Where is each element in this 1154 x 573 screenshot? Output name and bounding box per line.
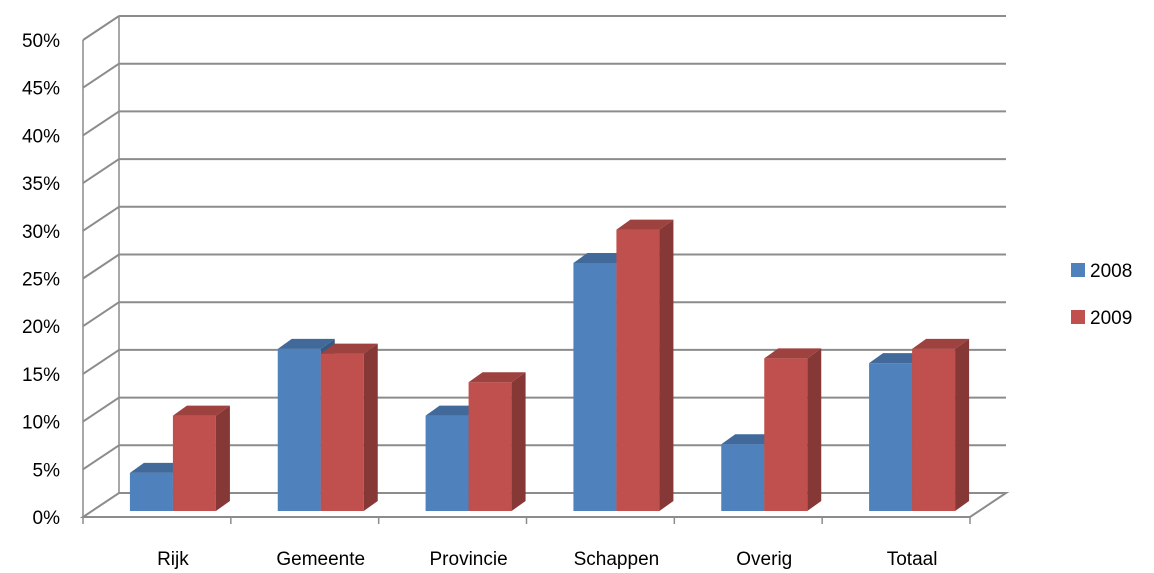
bar-side [659, 219, 674, 511]
bar-schappen-2009 [616, 219, 674, 511]
gridline-side [82, 349, 120, 375]
bar-totaal-2009 [912, 338, 970, 511]
bar-top [129, 462, 187, 473]
bar-front [764, 358, 808, 511]
bar-side [807, 348, 822, 511]
bar-top [277, 338, 335, 349]
y-tick-label: 0% [33, 508, 61, 529]
bar-front [573, 262, 617, 511]
bar-overig-2009 [764, 348, 822, 511]
axis-layer [79, 16, 1010, 524]
gridline-side [82, 158, 120, 184]
bar-front [616, 229, 660, 511]
bar-top [721, 434, 779, 445]
bar-front [129, 472, 173, 511]
x-tick-label: Totaal [887, 549, 938, 570]
bar-front [912, 348, 956, 511]
gridline-side [82, 396, 120, 423]
bar-side [955, 338, 970, 511]
bar-top [912, 338, 970, 349]
bar-top [468, 372, 526, 383]
y-tick-label: 20% [22, 317, 60, 338]
y-axis-tick-labels: 0% 5% 10% 15% 20% 25% 30% 35% 40% 45% 50% [22, 31, 60, 529]
bar-front [172, 415, 216, 511]
bar-top [172, 405, 230, 416]
legend-swatch [1071, 310, 1085, 324]
bar-side [363, 343, 378, 511]
y-tick-label: 45% [22, 79, 60, 100]
bar-top [425, 405, 483, 416]
bar-top [573, 252, 631, 263]
grid-layer [82, 15, 1006, 471]
y-tick-label: 40% [22, 126, 60, 147]
legend-label: 2009 [1090, 308, 1132, 329]
bar-top [320, 343, 378, 354]
legend: 2008 2009 [1071, 261, 1132, 329]
x-tick-label: Gemeente [276, 549, 365, 570]
legend-swatch [1071, 263, 1085, 277]
y-tick-label: 30% [22, 222, 60, 243]
bar-top [764, 348, 822, 359]
bar-front [320, 353, 364, 511]
bars-layer [129, 219, 970, 511]
gridline-side [82, 253, 120, 280]
gridline-side [82, 301, 120, 328]
y-tick-label: 5% [33, 460, 61, 481]
y-tick-label: 25% [22, 270, 60, 291]
bar-front [869, 363, 913, 511]
bar-side [511, 372, 526, 511]
y-tick-label: 50% [22, 31, 60, 52]
x-tick-label: Rijk [157, 549, 189, 570]
bar-provincie-2009 [468, 372, 526, 511]
bar-rijk-2009 [172, 405, 230, 511]
x-tick-label: Schappen [574, 549, 660, 570]
y-tick-label: 35% [22, 174, 60, 195]
bar-gemeente-2009 [320, 343, 378, 511]
gridline-side [82, 444, 120, 471]
gridline-side [82, 110, 120, 137]
bar-top [869, 353, 927, 364]
y-tick-label: 10% [22, 413, 60, 434]
gridline-side [82, 205, 120, 232]
bar-front [721, 444, 765, 511]
y-tick-label: 15% [22, 365, 60, 386]
bar-side [215, 405, 230, 511]
legend-label: 2008 [1090, 261, 1132, 282]
x-tick-label: Overig [736, 549, 792, 570]
x-tick-label: Provincie [430, 549, 508, 570]
x-axis-tick-labels: Rijk Gemeente Provincie Schappen Overig Totaa… [157, 549, 937, 570]
gridline-side [82, 62, 120, 89]
bar-front [468, 382, 512, 511]
bar-top [616, 219, 674, 230]
bar-front [277, 348, 321, 511]
bar-front [425, 415, 469, 511]
gridline-side [82, 15, 120, 41]
